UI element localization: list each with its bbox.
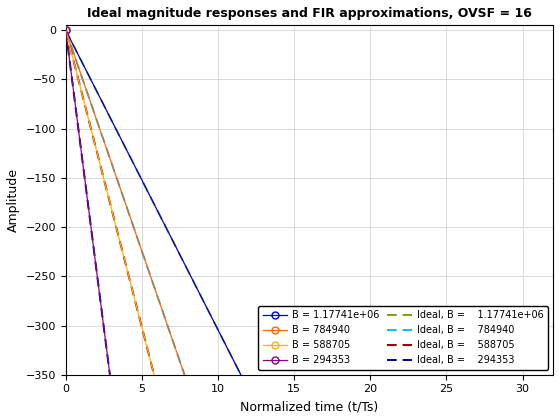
Title: Ideal magnitude responses and FIR approximations, OVSF = 16: Ideal magnitude responses and FIR approx…	[87, 7, 532, 20]
X-axis label: Normalized time (t/Ts): Normalized time (t/Ts)	[240, 400, 379, 413]
Y-axis label: Amplitude: Amplitude	[7, 168, 20, 232]
Legend: B = 1.17741e+06, B = 784940, B = 588705, B = 294353, Ideal, B =    1.17741e+06, : B = 1.17741e+06, B = 784940, B = 588705,…	[258, 306, 548, 370]
